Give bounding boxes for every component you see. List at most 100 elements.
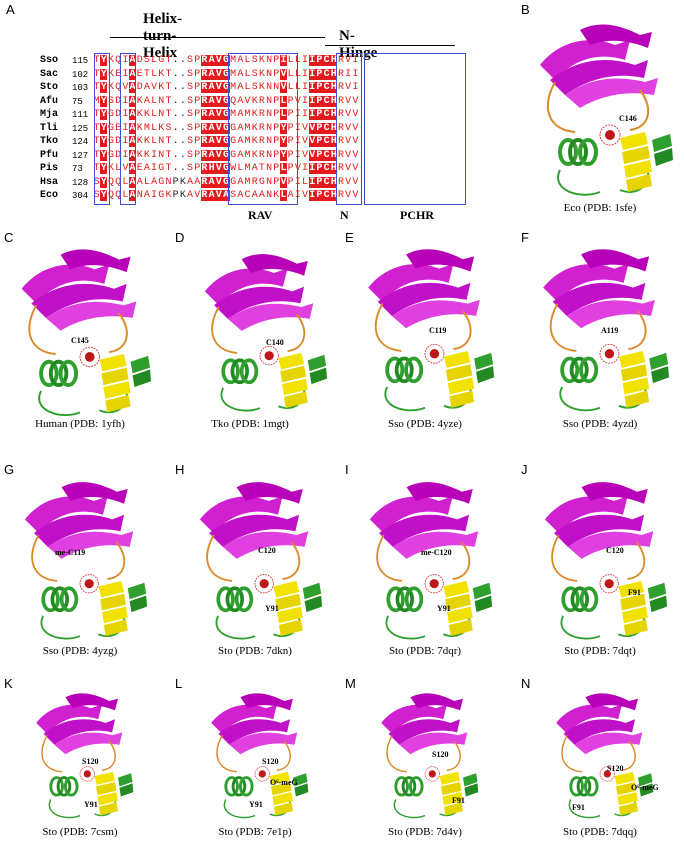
motif-n-label: N xyxy=(340,208,349,222)
protein-structure-i xyxy=(368,480,494,641)
protein-structure-j xyxy=(543,480,669,641)
aligned-sequence: MYSDIAKALNT..SPRAVGQAVKRNPLPVIIPCHRVV xyxy=(93,95,359,107)
aligned-sequence: TYGDIAKKLNT..SPRAVGGAMKRNPYPIVVPCHRVV xyxy=(93,136,359,147)
residue-label-n-1: S120 xyxy=(607,764,624,773)
panel-label-n: N xyxy=(521,676,531,691)
panel-label-l: L xyxy=(175,676,183,691)
residue-label-k-2: Y91 xyxy=(84,800,98,809)
residue-start-number: 125 xyxy=(72,123,89,134)
residue-label-h-1: C120 xyxy=(258,546,276,555)
panel-label-d: D xyxy=(175,230,185,245)
caption-c: Human (PDB: 1yfh) xyxy=(35,418,125,430)
panel-label-f: F xyxy=(521,230,529,245)
caption-n: Sto (PDB: 7dqq) xyxy=(563,826,637,838)
species-name: Pis xyxy=(40,163,59,174)
conserved-block-box xyxy=(94,53,110,205)
species-name: Pfu xyxy=(40,149,59,161)
protein-structure-c xyxy=(19,247,153,417)
panel-label-i: I xyxy=(345,462,349,477)
residue-start-number: 128 xyxy=(72,177,89,188)
species-name: Sac xyxy=(40,68,59,80)
conserved-block-box xyxy=(120,53,136,205)
protein-structure-b xyxy=(538,22,675,197)
species-name: Tli xyxy=(40,122,59,134)
protein-structure-f xyxy=(541,247,671,413)
caption-b: Eco (PDB: 1sfe) xyxy=(563,202,637,214)
caption-l: Sto (PDB: 7e1p) xyxy=(218,826,292,838)
caption-j: Sto (PDB: 7dqt) xyxy=(564,645,636,657)
aligned-sequence: TYGEIAKMLKS..SPRAVGGAMKRNPYPIVVPCHRVV xyxy=(93,122,359,134)
panel-label-k: K xyxy=(4,676,13,691)
aligned-sequence: SYQQLAALAGNPKAARAVGGAMRGNPVPILIPCHRVV xyxy=(93,176,359,188)
residue-label-m-2: F91 xyxy=(452,796,465,805)
panel-label-c: C xyxy=(4,230,14,245)
helix-turn-helix-bar xyxy=(110,37,325,38)
species-name: Mja xyxy=(40,109,59,120)
panel-label-e: E xyxy=(345,230,354,245)
panel-label-b: B xyxy=(521,2,530,17)
residue-label-e: C119 xyxy=(429,326,447,335)
aligned-sequence: TYKLVAEAIGT..SPRHVGWLMATNPLPVIIPCHRVV xyxy=(93,163,359,174)
n-hinge-bar xyxy=(325,45,455,46)
caption-k: Sto (PDB: 7csm) xyxy=(42,826,118,838)
residue-label-k-1: S120 xyxy=(82,757,99,766)
species-name: Eco xyxy=(40,190,59,201)
aligned-sequence: SYQQLANAIGKPKAVRAVASACAANKLAIVIPCHRVV xyxy=(93,190,359,201)
residue-start-number: 127 xyxy=(72,150,89,161)
caption-g: Sso (PDB: 4yzg) xyxy=(42,645,118,657)
protein-structure-e xyxy=(366,247,496,413)
residue-label-b: C146 xyxy=(619,114,637,123)
aligned-sequence: TYGDIAKKLNT..SPRAVGMAMKRNPLPIIIPCHRVV xyxy=(93,109,359,120)
panel-label-j: J xyxy=(521,462,528,477)
residue-label-i-2: Y91 xyxy=(437,604,451,613)
panel-label-g: G xyxy=(4,462,15,477)
residue-label-g: me-C119 xyxy=(55,548,86,557)
residue-start-number: 102 xyxy=(72,69,89,80)
panel-label-h: H xyxy=(175,462,185,477)
protein-structure-g xyxy=(23,480,149,641)
residue-label-i-1: me-C120 xyxy=(421,548,452,557)
residue-start-number: 73 xyxy=(72,164,83,174)
residue-label-m-1: S120 xyxy=(432,750,449,759)
helix-turn-helix-label: Helix-turn-Helix xyxy=(143,11,183,61)
caption-f: Sso (PDB: 4yzd) xyxy=(562,418,638,430)
panel-label-m: M xyxy=(345,676,356,691)
residue-label-f: A119 xyxy=(601,326,619,335)
residue-start-number: 124 xyxy=(72,137,89,147)
caption-e: Sso (PDB: 4yze) xyxy=(388,418,462,430)
protein-structure-d xyxy=(203,252,329,413)
species-name: Sso xyxy=(40,55,59,66)
residue-label-c: C145 xyxy=(71,336,89,345)
aligned-sequence: TYKQVADAVKT..SPRAVGMALSKNNVLLIIPCHRVI xyxy=(93,82,359,93)
residue-label-h-2: Y91 xyxy=(265,604,279,613)
residue-start-number: 115 xyxy=(72,56,89,66)
caption-m: Sto (PDB: 7d4v) xyxy=(388,826,462,838)
residue-label-l-2: O⁶-meG xyxy=(270,778,298,787)
species-name: Hsa xyxy=(40,176,59,188)
residue-label-d: C140 xyxy=(266,338,284,347)
residue-label-l-3: Y91 xyxy=(249,800,263,809)
conserved-block-box xyxy=(228,53,298,205)
panel-label-a: A xyxy=(6,2,15,17)
caption-h: Sto (PDB: 7dkn) xyxy=(218,645,292,657)
protein-structure-h xyxy=(198,480,324,641)
residue-label-l-1: S120 xyxy=(262,757,279,766)
residue-start-number: 304 xyxy=(72,191,89,201)
residue-start-number: 103 xyxy=(72,83,89,93)
motif-rav-label: RAV xyxy=(248,208,273,222)
conserved-block-box xyxy=(336,53,362,205)
species-name: Tko xyxy=(40,136,59,147)
residue-label-n-3: F91 xyxy=(572,803,585,812)
motif-pchr-label: PCHR xyxy=(400,208,434,222)
residue-label-j-1: C120 xyxy=(606,546,624,555)
residue-start-number: 111 xyxy=(72,110,89,120)
caption-i: Sto (PDB: 7dqr) xyxy=(388,645,462,657)
species-name: Afu xyxy=(40,95,59,107)
protein-structure-n xyxy=(554,691,655,819)
protein-structure-k xyxy=(34,691,135,819)
protein-structure-m xyxy=(379,691,480,819)
conserved-block-box xyxy=(364,53,466,205)
residue-start-number: 75 xyxy=(72,96,83,107)
caption-d: Tko (PDB: 1mgt) xyxy=(211,418,289,430)
residue-label-n-2: O⁶-meG xyxy=(631,783,659,792)
